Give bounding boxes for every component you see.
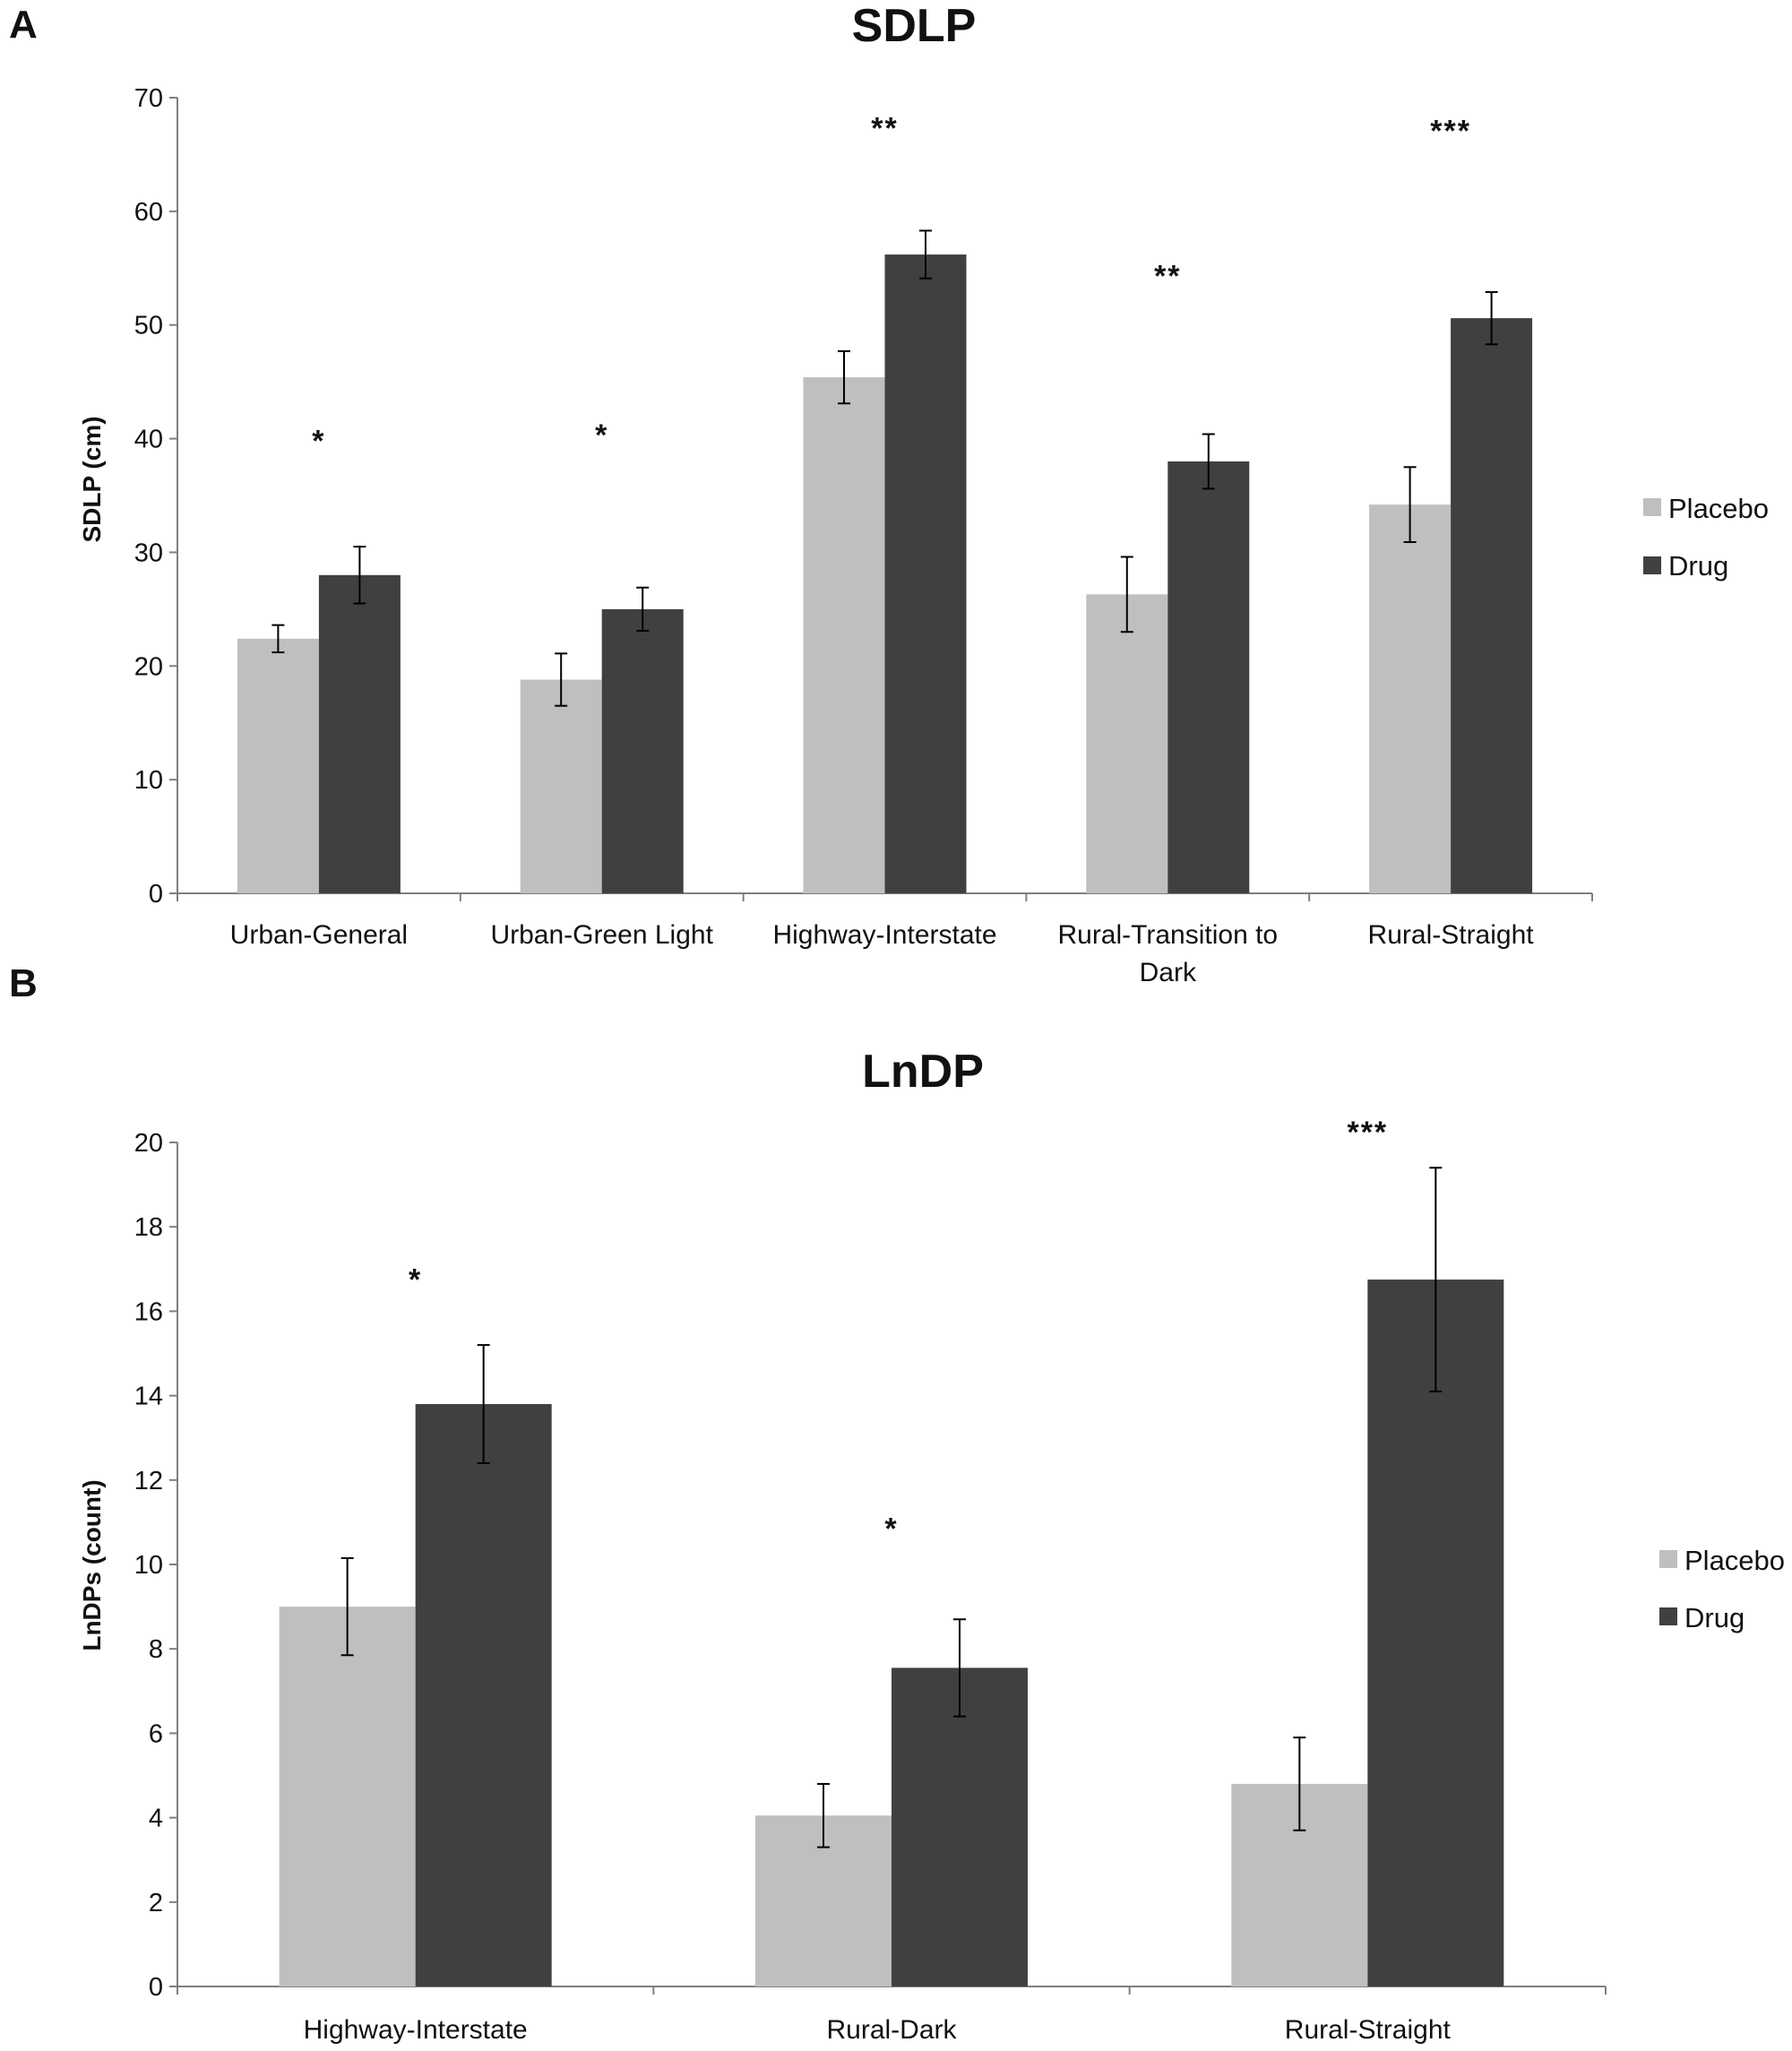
y-tick-label: 8 xyxy=(149,1635,163,1664)
legend-swatch-drug xyxy=(1643,556,1661,574)
x-category-label: Rural-Dark xyxy=(826,2015,957,2045)
y-tick-label: 70 xyxy=(134,84,163,113)
x-category-label: Urban-General xyxy=(230,920,408,950)
significance-marker: * xyxy=(409,1263,422,1297)
y-tick-label: 20 xyxy=(134,1129,163,1158)
significance-marker: *** xyxy=(1347,1116,1388,1150)
y-tick-label: 60 xyxy=(134,198,163,227)
bar-placebo xyxy=(279,1607,416,1986)
panel-b-lndp-chart: B LnDP LnDPs (count) 0 2 4 6 8 10 12 14 16 18 20 Hi… xyxy=(9,961,1785,2045)
legend-swatch-drug xyxy=(1659,1607,1677,1625)
legend-label-drug: Drug xyxy=(1668,550,1728,582)
bar-drug xyxy=(415,1404,552,1986)
x-category-label: Rural-Straight xyxy=(1285,2015,1452,2045)
plot-area-sdlp: 0 10 20 30 40 50 60 70 Urban-General * Urban-Green… xyxy=(134,84,1593,987)
bar-placebo xyxy=(1086,594,1168,893)
significance-marker: * xyxy=(312,425,325,459)
y-axis-title-sdlp: SDLP (cm) xyxy=(78,416,106,542)
significance-marker: * xyxy=(595,418,608,452)
bar-drug xyxy=(892,1668,1028,1986)
y-tick-label: 30 xyxy=(134,539,163,567)
bar-placebo xyxy=(520,679,602,893)
panel-letter-a: A xyxy=(9,3,38,47)
x-category-label: Urban-Green Light xyxy=(490,920,713,950)
y-tick-label: 10 xyxy=(134,1551,163,1580)
bar-placebo xyxy=(1369,504,1452,893)
bar-drug xyxy=(1451,318,1533,893)
y-tick-label: 50 xyxy=(134,312,163,340)
legend-label-placebo: Placebo xyxy=(1668,493,1769,524)
legend-swatch-placebo xyxy=(1643,498,1661,516)
significance-marker: ** xyxy=(1154,260,1181,294)
bar-drug xyxy=(601,608,684,893)
y-tick-label: 40 xyxy=(134,426,163,454)
bar-drug xyxy=(884,254,967,893)
y-tick-label: 4 xyxy=(149,1805,163,1833)
y-tick-label: 0 xyxy=(149,1973,163,2002)
legend-swatch-placebo xyxy=(1659,1550,1677,1568)
x-category-label: Rural-Transition to Dark xyxy=(1057,920,1278,987)
bar-drug xyxy=(1167,461,1250,893)
chart-title-sdlp: SDLP xyxy=(852,0,977,52)
x-category-label: Highway-Interstate xyxy=(772,920,996,950)
y-tick-label: 18 xyxy=(134,1213,163,1242)
plot-area-lndp: 0 2 4 6 8 10 12 14 16 18 20 Highway-Interstate * Rura… xyxy=(134,1116,1607,2045)
legend-label-placebo: Placebo xyxy=(1684,1545,1785,1576)
legend-label-drug: Drug xyxy=(1684,1602,1745,1633)
bar-drug xyxy=(318,574,401,893)
significance-marker: * xyxy=(884,1512,898,1547)
significance-marker: ** xyxy=(871,112,898,146)
x-category-label: Rural-Straight xyxy=(1368,920,1535,950)
bar-drug xyxy=(1367,1280,1504,1986)
y-tick-label: 16 xyxy=(134,1297,163,1326)
panel-a-sdlp-chart: A SDLP SDLP (cm) 0 10 20 30 40 50 60 70 Urban-Ge… xyxy=(9,0,1769,987)
chart-title-lndp: LnDP xyxy=(862,1046,984,1098)
y-tick-label: 2 xyxy=(149,1889,163,1917)
y-tick-label: 10 xyxy=(134,766,163,795)
bar-placebo xyxy=(237,638,319,893)
significance-marker: *** xyxy=(1430,114,1471,148)
x-category-label: Highway-Interstate xyxy=(304,2015,528,2045)
panel-letter-b: B xyxy=(9,961,38,1005)
legend-sdlp: Placebo Drug xyxy=(1643,493,1769,582)
y-tick-label: 20 xyxy=(134,652,163,681)
bar-placebo xyxy=(803,377,885,893)
legend-lndp: Placebo Drug xyxy=(1659,1545,1785,1633)
y-axis-title-lndp: LnDPs (count) xyxy=(78,1479,106,1650)
y-tick-label: 0 xyxy=(149,880,163,909)
y-tick-label: 12 xyxy=(134,1467,163,1495)
y-tick-label: 6 xyxy=(149,1719,163,1748)
y-tick-label: 14 xyxy=(134,1383,163,1411)
